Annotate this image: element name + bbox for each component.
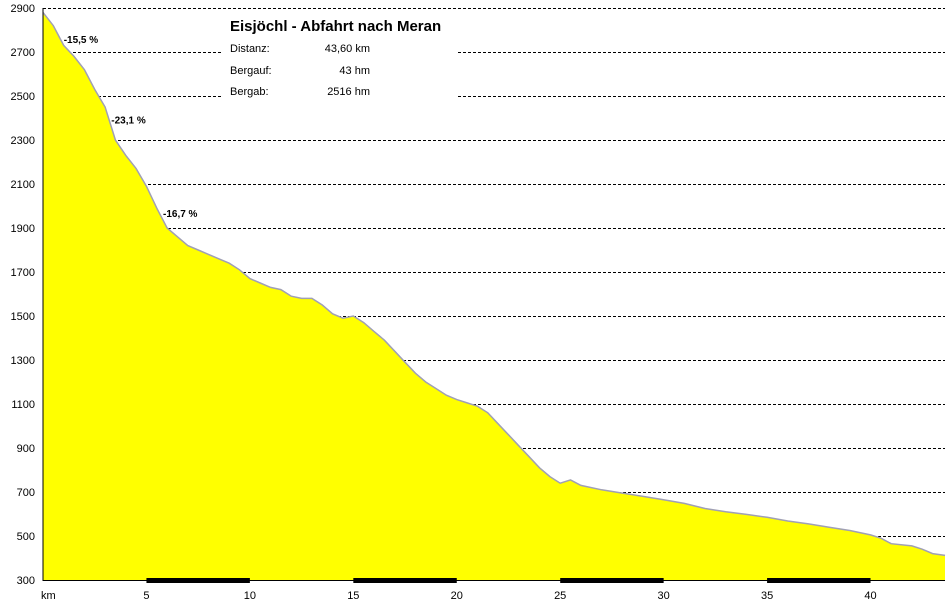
- y-tick-300: 300: [17, 575, 35, 587]
- chart-title: Eisjöchl - Abfahrt nach Meran: [230, 18, 441, 35]
- gradient-label-0: -15,5 %: [64, 35, 99, 46]
- y-tick-2500: 2500: [11, 91, 35, 103]
- x-tick-20: 20: [451, 590, 463, 601]
- x-band-5: [146, 578, 250, 583]
- x-tick-15: 15: [347, 590, 359, 601]
- elevation-area: [43, 12, 945, 580]
- x-tick-30: 30: [658, 590, 670, 601]
- y-tick-1700: 1700: [11, 267, 35, 279]
- y-tick-900: 900: [17, 443, 35, 455]
- x-tick-35: 35: [761, 590, 773, 601]
- y-tick-2700: 2700: [11, 47, 35, 59]
- y-tick-2300: 2300: [11, 135, 35, 147]
- info-label-bergauf: Bergauf:: [230, 65, 272, 77]
- y-tick-1500: 1500: [11, 311, 35, 323]
- x-band-25: [560, 578, 664, 583]
- info-label-bergab: Bergab:: [230, 86, 269, 98]
- gradient-labels: -15,5 % -23,1 % -16,7 %: [64, 35, 198, 220]
- x-axis-label: km: [41, 590, 56, 601]
- x-tick-labels: 5 10 15 20 25 30 35 40: [143, 590, 876, 601]
- y-tick-labels: 300 500 700 900 1100 1300 1500 1700 1900 2100 2300…: [11, 3, 35, 587]
- x-band-35: [767, 578, 871, 583]
- x-axis-bands: [146, 578, 871, 583]
- x-tick-40: 40: [864, 590, 876, 601]
- x-tick-25: 25: [554, 590, 566, 601]
- x-band-15: [353, 578, 457, 583]
- y-tick-1100: 1100: [11, 399, 35, 411]
- gradient-label-2: -16,7 %: [163, 209, 198, 220]
- info-value-bergauf: 43 hm: [339, 65, 370, 77]
- elevation-line: [42, 11, 946, 557]
- elevation-area-layer: [42, 11, 946, 580]
- y-tick-700: 700: [17, 487, 35, 499]
- info-box-background: [222, 14, 458, 100]
- y-tick-2900: 2900: [11, 3, 35, 15]
- y-tick-1900: 1900: [11, 223, 35, 235]
- info-label-distanz: Distanz:: [230, 43, 270, 55]
- y-tick-1300: 1300: [11, 355, 35, 367]
- x-tick-5: 5: [143, 590, 149, 601]
- y-tick-2100: 2100: [11, 179, 35, 191]
- info-box: Eisjöchl - Abfahrt nach Meran Distanz: 4…: [222, 14, 458, 100]
- gradient-label-1: -23,1 %: [111, 116, 146, 127]
- info-value-bergab: 2516 hm: [327, 86, 370, 98]
- info-value-distanz: 43,60 km: [325, 43, 370, 55]
- x-tick-10: 10: [244, 590, 256, 601]
- y-tick-500: 500: [17, 531, 35, 543]
